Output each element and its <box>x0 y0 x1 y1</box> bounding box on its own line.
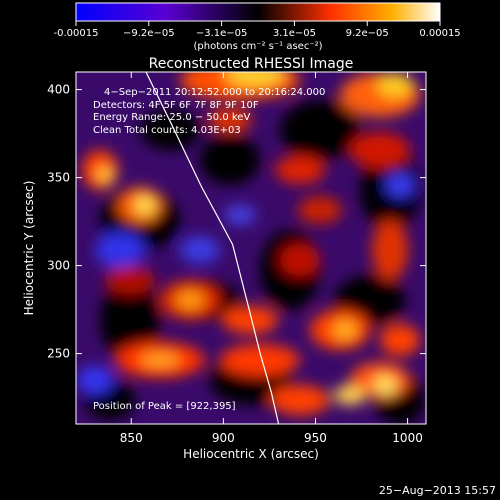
emission-blob <box>334 385 366 405</box>
plot-frame <box>75 71 427 425</box>
emission-blob <box>373 375 397 395</box>
colorbar-tick-label: -0.00015 <box>54 28 99 39</box>
emission-blob <box>275 156 325 184</box>
emission-blob <box>176 290 204 310</box>
colorbar-tick-label: −9.2e−05 <box>123 28 175 39</box>
emission-blob <box>350 132 410 168</box>
emission-blob <box>95 232 145 268</box>
emission-blob <box>180 236 220 264</box>
emission-blob <box>333 320 357 340</box>
emission-blob <box>100 280 160 360</box>
emission-blob <box>222 306 278 334</box>
x-tick-label: 1000 <box>392 431 423 445</box>
emission-blob <box>224 205 256 225</box>
y-axis-label: Heliocentric Y (arcsec) <box>22 181 36 316</box>
colorbar-unit-label: (photons cm⁻² s⁻¹ asec⁻²) <box>193 41 322 52</box>
colorbar-ticks: -0.00015 −9.2e−05 −3.1e−05 3.1e−05 9.2e−05 0.… <box>54 21 461 39</box>
x-tick-label: 950 <box>304 431 327 445</box>
emission-blob <box>200 135 260 185</box>
colorbar-tick-label: −3.1e−05 <box>196 28 248 39</box>
emission-blob <box>270 385 330 415</box>
emission-blob <box>97 167 113 183</box>
colorbar-tick-label: 3.1e−05 <box>273 28 316 39</box>
annotation-clean: Clean Total counts: 4.03E+03 <box>93 125 241 136</box>
solar-limb-curve <box>145 72 280 424</box>
emission-blob <box>220 344 300 376</box>
emission-blob <box>140 352 180 368</box>
colorbar-tick-label: 0.00015 <box>419 28 460 39</box>
emission-blob <box>298 196 342 224</box>
emission-map <box>77 72 425 424</box>
emission-blob <box>140 110 200 150</box>
y-tick-label: 400 <box>47 83 70 97</box>
x-axis-label: Heliocentric X (arcsec) <box>183 447 319 461</box>
emission-blob <box>377 73 413 97</box>
x-axis-ticks: 850 900 950 1000 <box>120 72 423 445</box>
colorbar <box>75 2 441 22</box>
y-tick-label: 300 <box>47 259 70 273</box>
emission-blob <box>372 220 408 280</box>
plot-timestamp: 25−Aug−2013 15:57 <box>379 484 496 497</box>
y-tick-label: 250 <box>47 347 70 361</box>
emission-blob <box>280 244 320 276</box>
emission-blob <box>386 173 414 197</box>
annotation-block: 4−Sep−2011 20:12:52.000 to 20:16:24.000 … <box>93 87 325 412</box>
peak-position-label: Position of Peak = [922,395] <box>93 401 236 412</box>
emission-blob <box>135 195 155 215</box>
annotation-energy: Energy Range: 25.0 − 50.0 keV <box>93 112 250 123</box>
annotation-detectors: Detectors: 4F 5F 6F 7F 8F 9F 10F <box>93 100 259 111</box>
y-tick-label: 350 <box>47 171 70 185</box>
x-tick-label: 900 <box>212 431 235 445</box>
x-tick-label: 850 <box>120 431 143 445</box>
emission-blob <box>380 324 420 356</box>
emission-blob <box>208 108 252 132</box>
plot-area <box>76 72 426 424</box>
colorbar-tick-label: 9.2e−05 <box>346 28 389 39</box>
emission-blob <box>225 72 285 87</box>
emission-blob <box>105 266 155 294</box>
y-axis-ticks: 250 300 350 400 <box>47 83 426 361</box>
annotation-time: 4−Sep−2011 20:12:52.000 to 20:16:24.000 <box>104 87 325 98</box>
emission-blob <box>280 100 360 160</box>
emission-blob <box>77 366 113 394</box>
chart-title: Reconstructed RHESSI Image <box>149 56 354 72</box>
